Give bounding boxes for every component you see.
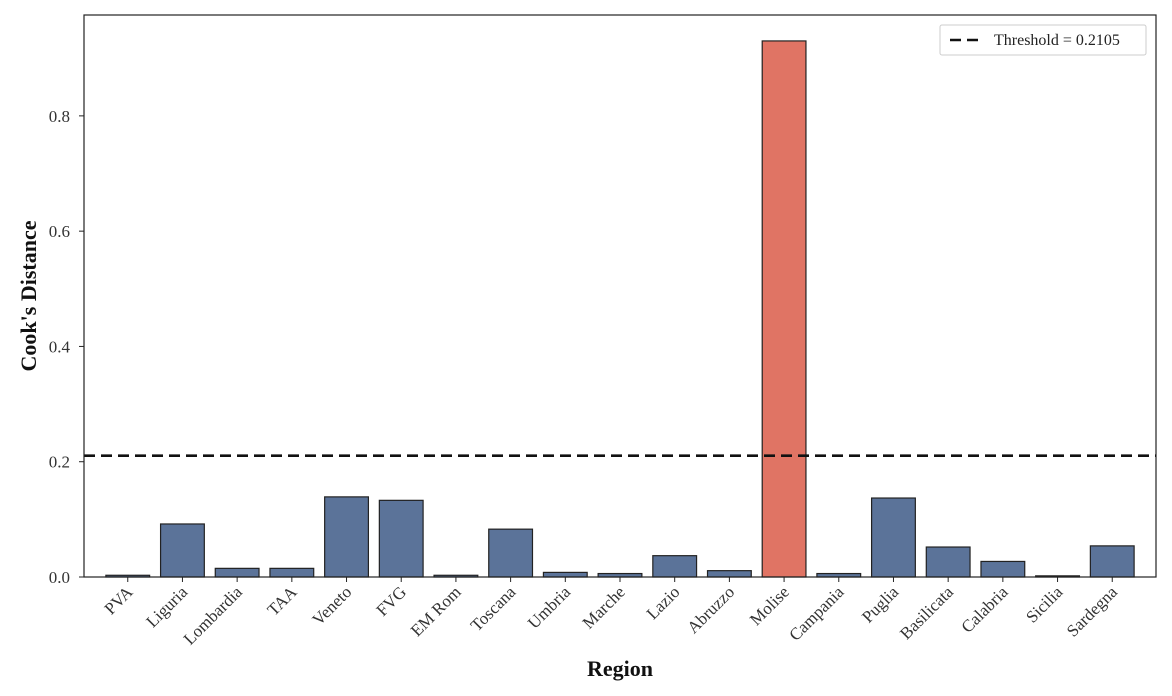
x-tick-label: TAA bbox=[263, 582, 301, 620]
x-tick-label: FVG bbox=[373, 582, 410, 619]
x-tick-label: Sardegna bbox=[1063, 582, 1121, 640]
bar-molise bbox=[761, 40, 807, 578]
bar-toscana bbox=[488, 528, 534, 578]
x-tick-label: Lazio bbox=[643, 582, 684, 623]
x-tick-label: Veneto bbox=[309, 582, 356, 629]
bar-liguria bbox=[159, 523, 205, 578]
legend-threshold-label: Threshold = 0.2105 bbox=[994, 32, 1120, 49]
bar-veneto bbox=[324, 496, 370, 578]
x-tick-label: Campania bbox=[785, 582, 847, 644]
y-axis-ticks: 0.0 0.2 0.4 0.6 0.8 bbox=[49, 107, 84, 587]
x-tick-label: Liguria bbox=[142, 582, 191, 631]
x-tick-label: Basilicata bbox=[896, 582, 957, 643]
bar-lazio bbox=[652, 555, 698, 578]
bar-basilicata bbox=[925, 546, 971, 578]
bar-lombardia bbox=[214, 567, 260, 578]
x-axis-label: Region bbox=[587, 656, 653, 681]
legend: Threshold = 0.2105 bbox=[939, 24, 1147, 56]
x-tick-label: Puglia bbox=[858, 582, 902, 626]
plot-frame bbox=[83, 14, 1157, 578]
x-tick-label: Calabria bbox=[958, 582, 1012, 636]
y-axis-label: Cook's Distance bbox=[16, 220, 41, 371]
x-tick-label: Sicilia bbox=[1022, 582, 1066, 626]
x-tick-label: Abruzzo bbox=[683, 582, 738, 637]
y-tick-label: 0.6 bbox=[49, 222, 70, 241]
x-tick-label: EM Rom bbox=[407, 582, 465, 640]
bar-calabria bbox=[980, 560, 1026, 578]
bar-taa bbox=[269, 567, 315, 578]
y-tick-label: 0.2 bbox=[49, 453, 70, 472]
y-tick-label: 0.8 bbox=[49, 107, 70, 126]
x-tick-label: PVA bbox=[101, 582, 137, 618]
x-tick-label: Marche bbox=[579, 582, 629, 632]
bars-group bbox=[105, 40, 1135, 578]
y-tick-label: 0.4 bbox=[49, 337, 71, 356]
x-tick-label: Molise bbox=[746, 582, 793, 629]
bar-abruzzo bbox=[706, 570, 752, 578]
bar-puglia bbox=[870, 497, 916, 578]
x-tick-label: Umbria bbox=[524, 582, 574, 632]
y-tick-label: 0.0 bbox=[49, 568, 70, 587]
legend-box bbox=[939, 24, 1147, 56]
bar-sardegna bbox=[1089, 545, 1135, 578]
x-tick-label: Lombardia bbox=[180, 582, 246, 648]
bar-fvg bbox=[378, 499, 424, 578]
x-tick-label: Toscana bbox=[467, 582, 520, 635]
bar-umbria bbox=[542, 571, 588, 578]
